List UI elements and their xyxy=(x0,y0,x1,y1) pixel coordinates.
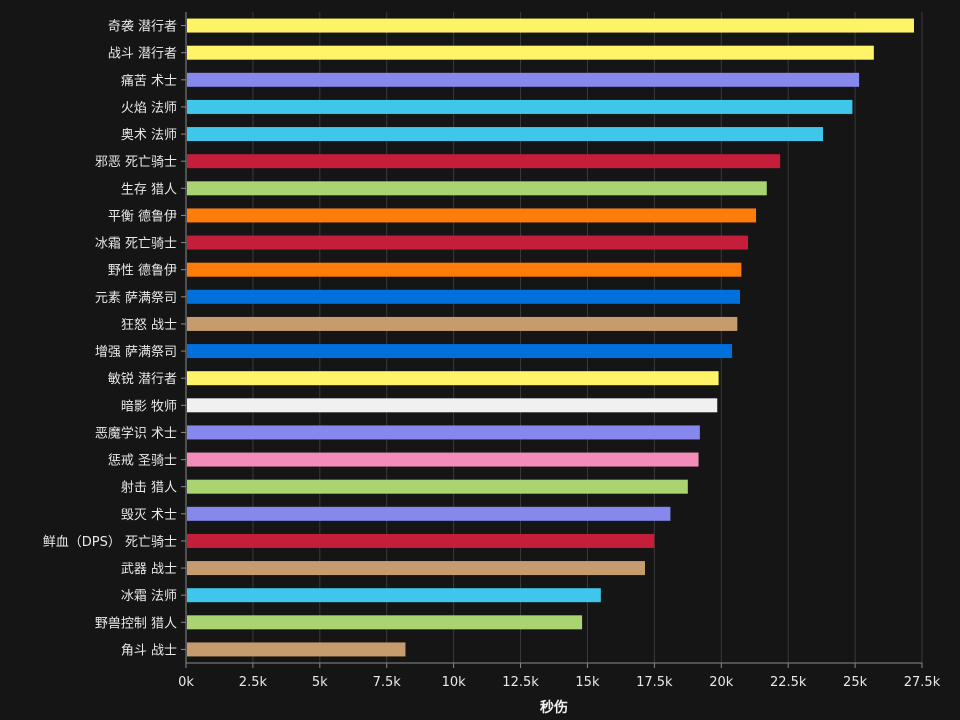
bar xyxy=(187,316,738,331)
bar xyxy=(187,235,749,250)
bar xyxy=(187,479,688,494)
category-label: 鲜血（DPS） 死亡骑士 xyxy=(43,535,177,550)
bar xyxy=(187,127,823,142)
x-tick-label: 10k xyxy=(442,675,467,690)
bar xyxy=(187,398,718,413)
bar xyxy=(187,289,741,304)
x-tick-label: 2.5k xyxy=(239,675,268,690)
bar xyxy=(187,45,874,60)
category-label: 战斗 潜行者 xyxy=(108,47,177,62)
bar xyxy=(187,154,781,169)
category-label: 冰霜 死亡骑士 xyxy=(95,237,177,252)
category-label: 冰霜 法师 xyxy=(121,589,177,604)
category-label: 野性 德鲁伊 xyxy=(108,264,177,279)
category-label: 奥术 法师 xyxy=(121,128,177,143)
category-label: 火焰 法师 xyxy=(121,101,177,116)
bar xyxy=(187,72,860,87)
bar xyxy=(187,588,601,603)
category-label: 痛苦 术士 xyxy=(121,73,177,89)
category-label: 增强 萨满祭司 xyxy=(95,345,177,360)
x-tick-label: 20k xyxy=(709,675,734,690)
category-label: 邪恶 死亡骑士 xyxy=(95,155,177,170)
category-label: 毁灭 术士 xyxy=(121,508,177,523)
x-tick-label: 12.5k xyxy=(502,675,539,690)
bar xyxy=(187,561,645,576)
x-tick-label: 27.5k xyxy=(904,675,941,690)
x-tick-label: 0k xyxy=(178,675,194,690)
x-tick-label: 17.5k xyxy=(636,675,673,690)
category-label: 惩戒 圣骑士 xyxy=(108,454,177,469)
category-label: 野兽控制 猎人 xyxy=(95,616,177,631)
bar xyxy=(187,452,699,467)
category-label: 奇袭 潜行者 xyxy=(108,19,177,35)
category-label: 生存 猎人 xyxy=(121,182,177,197)
x-tick-label: 22.5k xyxy=(770,675,807,690)
category-label: 暗影 牧师 xyxy=(121,399,177,414)
bar xyxy=(187,181,767,196)
x-axis-title: 秒伤 xyxy=(540,699,568,716)
category-label: 射击 猎人 xyxy=(121,480,177,496)
category-label: 敏锐 潜行者 xyxy=(108,372,177,387)
category-label: 元素 萨满祭司 xyxy=(95,291,177,306)
bar xyxy=(187,18,914,33)
bars xyxy=(187,18,914,657)
category-label: 狂怒 战士 xyxy=(121,318,177,333)
x-axis-ticks: 0k 2.5k 5k 7.5k 10k 12.5k 15k 17.5k 20k 22.5k 25k 2… xyxy=(178,663,941,690)
bar xyxy=(187,344,732,359)
bar xyxy=(187,533,655,548)
bar xyxy=(187,262,742,277)
x-tick-label: 15k xyxy=(575,675,600,690)
bar xyxy=(187,642,406,657)
bar xyxy=(187,506,671,521)
bar xyxy=(187,425,700,440)
x-tick-label: 5k xyxy=(312,675,328,690)
category-label: 恶魔学识 术士 xyxy=(95,425,177,441)
x-tick-label: 7.5k xyxy=(373,675,402,690)
bar xyxy=(187,99,853,114)
category-label: 武器 战士 xyxy=(121,562,177,577)
x-tick-label: 25k xyxy=(843,675,868,690)
bar xyxy=(187,371,719,386)
bar xyxy=(187,615,583,630)
category-label: 角斗 战士 xyxy=(121,643,177,658)
grid xyxy=(252,12,923,663)
bar xyxy=(187,208,757,223)
category-label: 平衡 德鲁伊 xyxy=(108,209,177,224)
